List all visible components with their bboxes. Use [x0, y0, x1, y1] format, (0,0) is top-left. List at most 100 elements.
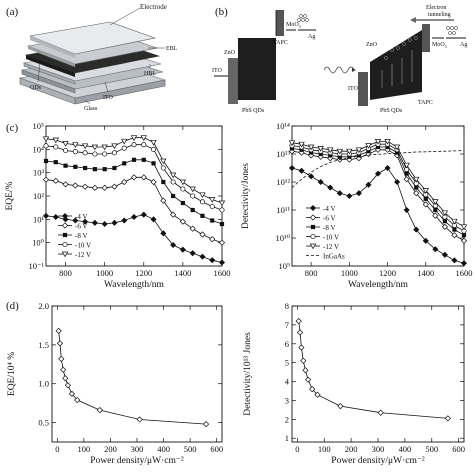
data-point	[171, 193, 176, 199]
data-point	[190, 207, 195, 213]
data-point	[131, 157, 137, 162]
x-tick-label: 500	[184, 444, 197, 454]
data-point	[347, 154, 352, 159]
legend-marker	[309, 214, 317, 221]
x-tick-label: 100	[318, 444, 331, 454]
data-point	[96, 407, 103, 414]
data-point	[403, 176, 410, 183]
legend-label: -12 V	[75, 251, 91, 259]
x-tick-label: 600	[452, 444, 465, 454]
band-left-ag: Ag	[308, 34, 315, 40]
data-point	[55, 327, 62, 334]
y-tick-label: 10²	[33, 191, 45, 201]
data-point	[308, 173, 315, 180]
data-point	[199, 199, 205, 205]
data-point	[374, 139, 382, 145]
data-point	[81, 143, 89, 150]
data-point	[91, 144, 99, 151]
data-point	[451, 257, 458, 264]
data-point	[305, 376, 312, 383]
legend-label: -4 V	[323, 205, 336, 213]
legend-marker	[62, 232, 68, 238]
x-tick-label: 800	[59, 268, 72, 278]
data-point	[413, 226, 420, 233]
data-point	[180, 200, 185, 206]
band-left-ito: ITO	[212, 68, 223, 74]
device-stack-diagram: Electrode EBL HBL QDs ITO Glass	[18, 3, 178, 112]
panel-label-d: (d)	[6, 300, 19, 312]
panel-label-b: (b)	[215, 6, 228, 18]
label-ito: ITO	[103, 95, 114, 101]
data-point	[302, 367, 309, 374]
data-point	[189, 186, 196, 193]
data-point	[73, 164, 78, 169]
data-point	[150, 178, 157, 186]
data-point	[209, 236, 216, 243]
data-point	[121, 145, 127, 151]
data-point	[414, 185, 419, 190]
data-point	[299, 147, 304, 152]
data-point	[394, 178, 401, 186]
legend-label: -8 V	[75, 232, 88, 240]
data-point	[169, 172, 177, 179]
data-point	[150, 216, 157, 223]
x-tick-label: 800	[305, 268, 318, 278]
panel-label-c: (c)	[6, 122, 19, 134]
data-point	[42, 212, 50, 219]
data-point	[91, 219, 98, 226]
band-right-tunneling-label: tunneling	[428, 12, 451, 18]
data-point	[384, 139, 391, 145]
panel-label-a: (a)	[6, 6, 19, 18]
data-point	[199, 192, 206, 199]
data-point	[101, 144, 108, 151]
x-tick-label: 0	[295, 444, 299, 454]
data-point	[160, 197, 167, 204]
data-point	[460, 237, 468, 244]
y-axis-label: EQE/10⁴ %	[7, 352, 17, 396]
data-point	[309, 386, 316, 393]
data-point	[327, 184, 334, 191]
x-tick-label: 600	[210, 444, 223, 454]
data-point	[452, 227, 457, 232]
data-point	[62, 141, 69, 147]
data-point	[365, 181, 372, 188]
x-tick-label: 200	[104, 444, 117, 454]
band-right-ag-holes	[446, 26, 458, 35]
data-point	[52, 177, 59, 184]
y-tick-label: 4	[285, 377, 290, 387]
x-axis-label: Wavelength/nm	[348, 280, 409, 290]
data-point	[130, 174, 138, 181]
data-point	[160, 230, 167, 237]
data-point	[298, 141, 305, 148]
data-point	[346, 192, 353, 200]
data-point	[300, 357, 307, 364]
series-line	[58, 330, 207, 425]
data-point	[179, 246, 186, 253]
data-point	[111, 219, 118, 226]
band-left-tapc: TAPC	[273, 40, 288, 46]
data-point	[101, 220, 108, 228]
y-axis-label: EQE/%	[5, 181, 15, 210]
data-point	[403, 162, 410, 169]
label-glass: Glass	[84, 106, 98, 112]
data-point	[423, 196, 428, 201]
band-diagram-left: ITO ZnO PbS QDs TAPC MoO3 Ag	[212, 10, 316, 114]
data-point	[130, 135, 138, 141]
data-point	[68, 390, 76, 397]
data-point	[393, 144, 401, 151]
data-point	[180, 186, 186, 192]
data-point	[461, 233, 467, 238]
data-point	[337, 403, 344, 410]
y-tick-label: 0.5	[38, 418, 49, 428]
data-point	[53, 160, 58, 165]
data-point	[160, 165, 166, 171]
data-point	[336, 190, 343, 197]
data-point	[365, 143, 372, 149]
band-left-pbs: PbS QDs	[242, 108, 265, 114]
data-point	[336, 148, 343, 155]
y-tick-label: 10⁻¹	[28, 261, 44, 271]
series-line	[45, 214, 223, 263]
data-point	[151, 146, 157, 152]
data-point	[64, 382, 72, 389]
band-right-zno: ZnO	[366, 42, 378, 48]
